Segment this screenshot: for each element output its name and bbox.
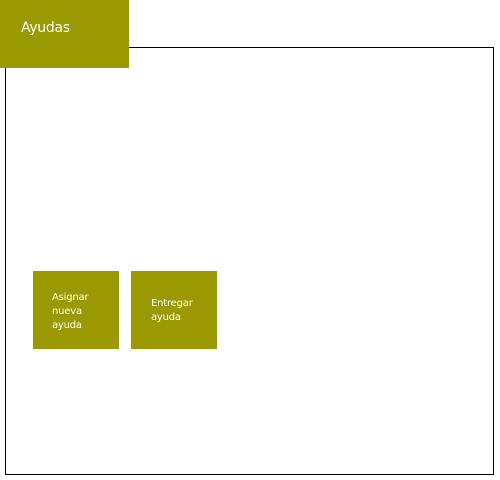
deliver-aid-label: Entregar ayuda	[151, 298, 193, 323]
deliver-aid-button[interactable]: Entregar ayuda	[131, 271, 217, 349]
assign-new-aid-button[interactable]: Asignar nueva ayuda	[33, 271, 119, 349]
section-title-tab: Ayudas	[0, 0, 129, 68]
assign-new-aid-label: Asignar nueva ayuda	[52, 292, 89, 331]
section-title: Ayudas	[21, 20, 70, 36]
content-panel	[5, 47, 494, 475]
